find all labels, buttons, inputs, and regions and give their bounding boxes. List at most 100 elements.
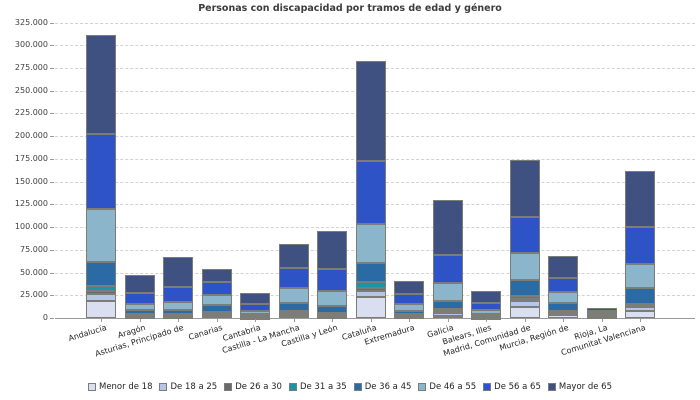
bar-segment <box>317 290 347 306</box>
bar-segment <box>586 308 617 312</box>
bar-segment <box>471 290 501 303</box>
bar-segment <box>355 224 386 264</box>
bar-segment <box>124 314 155 317</box>
y-axis-tick-mark <box>50 249 54 251</box>
bar-segment <box>548 255 578 279</box>
bar-segment <box>163 286 193 302</box>
gridline <box>55 22 695 24</box>
legend-color-swatch-icon <box>547 383 556 391</box>
bar-segment <box>201 313 232 316</box>
bar-segment <box>240 311 270 315</box>
bar-segment <box>432 254 463 283</box>
bar-segment <box>163 310 193 315</box>
x-axis-tick-mark <box>139 319 141 322</box>
legend-label: De 46 a 55 <box>429 382 477 392</box>
bar-segment <box>625 288 655 304</box>
y-axis-tick-mark <box>50 113 54 115</box>
y-axis-tick-mark <box>50 67 54 69</box>
x-axis-tick-mark <box>178 319 179 322</box>
y-axis-tick-label: 250.000 <box>14 85 48 95</box>
y-axis-tick-mark <box>50 158 54 160</box>
legend-item: De 18 a 25 <box>159 382 217 392</box>
bar-segment <box>509 306 540 318</box>
y-axis-tick-label: 0 <box>42 313 48 322</box>
bar-segment <box>625 171 655 227</box>
bar-segment <box>86 208 116 262</box>
bar-segment <box>432 282 463 302</box>
bar-segment <box>317 305 347 314</box>
x-axis-tick-mark <box>216 319 218 322</box>
y-axis-tick-label: 50.000 <box>20 267 48 277</box>
legend-label: De 18 a 25 <box>170 382 218 392</box>
bar-segment <box>394 314 424 317</box>
bar-segment <box>240 303 270 312</box>
bar-segment <box>471 302 501 310</box>
x-axis-tick-mark <box>640 319 641 322</box>
gridline <box>55 45 695 47</box>
bar-segment <box>625 226 655 264</box>
bar-segment <box>278 268 309 288</box>
bar-segment <box>509 300 540 307</box>
bar-segment <box>625 263 655 289</box>
bar-segment <box>317 268 347 291</box>
y-axis-tick-label: 175.000 <box>14 153 48 163</box>
y-axis-tick-label: 325.000 <box>14 17 48 27</box>
y-axis-tick-label: 25.000 <box>20 290 48 300</box>
y-axis-tick-mark <box>50 22 54 24</box>
bar-segment <box>432 313 463 316</box>
legend-item: De 56 a 65 <box>483 382 541 392</box>
x-axis-tick-mark <box>524 319 526 322</box>
y-axis-tick-mark <box>50 295 54 297</box>
x-axis-tick-mark <box>601 319 603 322</box>
bar-segment <box>86 300 116 318</box>
y-axis-tick-label: 275.000 <box>14 62 48 72</box>
bar-segment <box>355 282 386 288</box>
bar-segment <box>509 295 540 299</box>
x-axis-tick-mark <box>370 319 372 322</box>
bar-segment <box>86 134 116 209</box>
x-axis-tick-mark <box>255 319 256 322</box>
bar-segment <box>471 309 501 314</box>
bar-segment <box>201 269 232 283</box>
x-axis-tick-mark <box>293 319 295 322</box>
bar-segment <box>355 287 386 292</box>
bar-segment <box>394 310 424 315</box>
legend-color-swatch-icon <box>288 383 297 391</box>
legend-item: De 46 a 55 <box>418 382 476 392</box>
x-axis-tick-mark <box>332 319 333 322</box>
bar-segment <box>625 310 655 318</box>
bar-segment <box>278 243 309 269</box>
bar-segment <box>625 303 655 306</box>
bar-segment <box>394 294 424 304</box>
legend-color-swatch-icon <box>418 383 427 391</box>
bar-segment <box>86 261 116 287</box>
x-axis-tick-mark <box>486 319 487 322</box>
legend-label: Mayor de 65 <box>558 382 613 392</box>
bar-segment <box>432 311 463 314</box>
bar-segment <box>278 287 309 303</box>
y-axis-tick-mark <box>50 181 54 183</box>
x-axis-tick-mark <box>563 319 564 322</box>
bar-segment <box>278 316 309 319</box>
legend-color-swatch-icon <box>159 383 168 391</box>
bar-segment <box>86 290 116 295</box>
legend-label: De 36 a 45 <box>364 382 412 392</box>
x-axis-tick-mark <box>447 319 449 322</box>
y-axis-tick-label: 100.000 <box>14 222 48 232</box>
y-axis-tick-label: 200.000 <box>14 131 48 141</box>
bar-segment <box>509 298 540 301</box>
bar-segment <box>201 282 232 295</box>
bar-segment <box>86 35 116 135</box>
bar-segment <box>240 316 270 319</box>
bar-segment <box>548 310 578 313</box>
bar-segment <box>317 231 347 269</box>
bar-segment <box>86 294 116 301</box>
bar-segment <box>317 313 347 316</box>
bar-segment <box>240 293 270 304</box>
x-axis-line <box>55 318 695 319</box>
bar-segment <box>625 305 655 308</box>
bar-segment <box>471 316 501 319</box>
bar-segment <box>394 280 424 295</box>
bar-segment <box>548 292 578 304</box>
